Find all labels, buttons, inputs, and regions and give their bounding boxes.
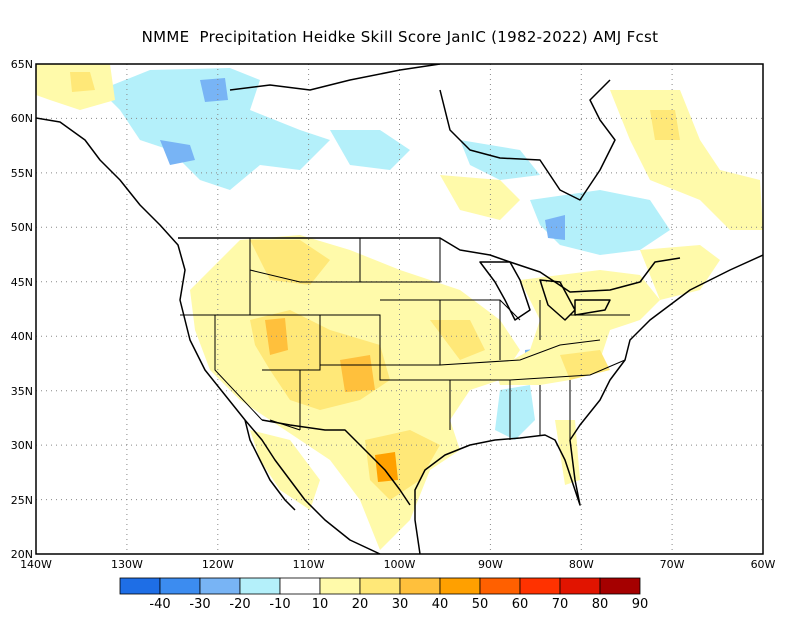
us-mexico-border xyxy=(261,419,411,506)
baja-peninsula xyxy=(244,419,296,511)
lat-label: 35N xyxy=(11,385,33,398)
colorbar-label: 20 xyxy=(352,597,369,612)
lat-label: 65N xyxy=(11,58,33,71)
colorbar-label: 30 xyxy=(392,597,409,612)
colorbar-label: 80 xyxy=(592,597,609,612)
lon-label: 120W xyxy=(202,558,234,571)
negative-skill-region-southeast xyxy=(495,385,535,440)
colorbar-label: 10 xyxy=(312,597,329,612)
colorbar-label: -10 xyxy=(269,597,290,612)
moderate-positive-region-north-canada xyxy=(650,110,680,140)
lon-label: 100W xyxy=(384,558,416,571)
negative-skill-region-canada xyxy=(330,130,410,170)
colorbar: -40 -30 -20 -10 10 20 30 40 50 60 70 80 90 xyxy=(119,577,649,612)
colorbar-swatch xyxy=(359,577,401,595)
colorbar-label: 70 xyxy=(552,597,569,612)
moderate-positive-region-mid-atlantic xyxy=(560,350,610,380)
longitude-labels: 140W 130W 120W 110W 100W 90W 80W 70W 60W xyxy=(20,558,775,571)
lat-label: 60N xyxy=(11,112,33,125)
colorbar-swatch xyxy=(279,577,321,595)
lon-label: 70W xyxy=(660,558,685,571)
skill-score-shading xyxy=(36,64,763,550)
pacific-coastline xyxy=(36,117,381,554)
colorbar-label: 60 xyxy=(512,597,529,612)
graticule xyxy=(36,64,763,554)
lat-label: 45N xyxy=(11,276,33,289)
colorbar-swatch xyxy=(559,577,601,595)
coastlines-and-borders xyxy=(36,64,763,554)
positive-skill-region-mexico xyxy=(250,430,320,510)
arctic-coastline xyxy=(229,64,441,91)
lon-label: 90W xyxy=(478,558,503,571)
moderate-positive-region-texas xyxy=(365,430,440,500)
lat-label: 20N xyxy=(11,548,33,561)
colorbar-swatch xyxy=(119,577,161,595)
positive-skill-region-north-canada xyxy=(610,90,763,230)
strong-negative-region-quebec xyxy=(545,215,565,240)
lat-label: 40N xyxy=(11,330,33,343)
map-frame xyxy=(35,63,764,555)
lon-label: 140W xyxy=(20,558,52,571)
colorbar-label: 90 xyxy=(632,597,649,612)
moderate-positive-region-kansas xyxy=(430,320,485,360)
lat-label: 30N xyxy=(11,439,33,452)
colorbar-swatch xyxy=(439,577,481,595)
lon-label: 80W xyxy=(569,558,594,571)
colorbar-swatch xyxy=(319,577,361,595)
colorbar-swatch xyxy=(239,577,281,595)
lon-label: 110W xyxy=(293,558,325,571)
latitude-labels: 65N 60N 55N 50N 45N 40N 35N 30N 25N 20N xyxy=(11,58,33,561)
gulf-coastline xyxy=(414,254,763,554)
moderate-positive-region-alaska xyxy=(70,72,95,92)
colorbar-label: 50 xyxy=(472,597,489,612)
strong-negative-region-northwest xyxy=(160,140,195,165)
positive-skill-region-east-us xyxy=(495,270,660,385)
positive-skill-region-new-england xyxy=(640,245,720,300)
us-canada-border xyxy=(178,237,681,293)
colorbar-swatch xyxy=(159,577,201,595)
negative-skill-region-northwest xyxy=(100,68,330,190)
colorbar-label: 40 xyxy=(432,597,449,612)
lat-label: 55N xyxy=(11,167,33,180)
positive-skill-region-prairies xyxy=(440,175,520,220)
colorbar-swatch xyxy=(479,577,521,595)
moderate-positive-region-montana xyxy=(250,240,330,285)
colorbar-swatch xyxy=(199,577,241,595)
negative-skill-region-hudson xyxy=(460,140,540,180)
hudson-bay-coastline xyxy=(439,79,616,201)
strong-negative-region-alaska xyxy=(200,78,228,102)
colorbar-label: -30 xyxy=(189,597,210,612)
lat-label: 25N xyxy=(11,494,33,507)
lon-label: 60W xyxy=(751,558,776,571)
colorbar-swatch xyxy=(599,577,641,595)
lon-label: 130W xyxy=(111,558,143,571)
lat-label: 50N xyxy=(11,221,33,234)
colorbar-label: -40 xyxy=(149,597,170,612)
state-boundaries xyxy=(180,238,630,440)
colorbar-swatch xyxy=(399,577,441,595)
map-title: NMME Precipitation Heidke Skill Score Ja… xyxy=(141,28,659,46)
strong-positive-region-nm xyxy=(340,355,375,392)
strong-positive-region-texas xyxy=(375,452,398,482)
colorbar-label: -20 xyxy=(229,597,250,612)
colorbar-swatch xyxy=(519,577,561,595)
